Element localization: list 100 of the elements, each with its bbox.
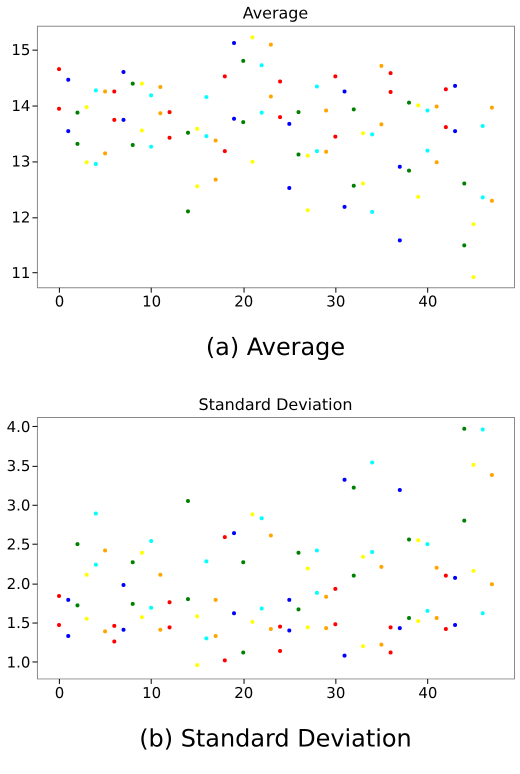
point	[75, 603, 80, 608]
point	[158, 85, 162, 90]
point	[232, 531, 236, 536]
point	[287, 122, 292, 126]
point	[416, 103, 420, 108]
point	[416, 194, 420, 199]
point	[168, 600, 172, 604]
point	[130, 82, 135, 86]
point	[140, 615, 144, 620]
point	[112, 640, 116, 644]
point	[352, 574, 356, 578]
point	[352, 486, 356, 490]
point	[333, 74, 338, 78]
point	[352, 107, 356, 112]
point	[434, 616, 439, 620]
point	[250, 35, 254, 40]
point	[333, 586, 338, 591]
point	[471, 568, 476, 573]
point	[168, 110, 172, 114]
point	[314, 548, 319, 552]
x-tick-label: 20	[234, 684, 254, 702]
point	[232, 611, 236, 616]
point	[268, 534, 273, 538]
point	[379, 122, 384, 126]
point	[222, 658, 227, 662]
point	[232, 116, 236, 121]
point	[444, 87, 448, 92]
point	[130, 560, 135, 564]
chart-title: Standard Deviation	[198, 394, 352, 414]
point	[57, 106, 62, 111]
point	[407, 100, 412, 105]
x-tick-label: 30	[326, 292, 346, 311]
y-tick-label: 14	[11, 96, 30, 115]
point	[149, 539, 154, 544]
y-tick-label: 1.5	[6, 614, 30, 632]
y-tick-label: 2.5	[6, 536, 30, 554]
point	[112, 118, 116, 122]
point	[222, 149, 227, 154]
point	[195, 663, 200, 668]
point	[195, 126, 200, 131]
point	[398, 488, 402, 492]
point	[388, 90, 393, 94]
point	[388, 625, 393, 630]
point	[222, 74, 227, 78]
point	[214, 178, 218, 182]
point	[84, 160, 89, 164]
point	[140, 128, 144, 133]
point	[462, 181, 466, 186]
point	[204, 636, 208, 640]
point	[453, 84, 458, 88]
point	[57, 623, 62, 628]
point	[186, 597, 190, 602]
point	[75, 542, 80, 546]
chart-title: Average	[242, 4, 308, 23]
point	[204, 95, 208, 100]
point	[75, 110, 80, 115]
y-tick-label: 15	[11, 41, 30, 60]
point	[94, 88, 98, 92]
x-tick-label: 0	[54, 292, 64, 311]
point	[158, 572, 162, 577]
point	[94, 562, 98, 567]
y-tick-label: 11	[11, 264, 30, 282]
point	[278, 624, 282, 629]
point	[471, 222, 476, 226]
point	[66, 598, 70, 602]
point	[94, 162, 98, 166]
point	[360, 554, 365, 559]
point	[453, 129, 458, 134]
point	[444, 574, 448, 578]
point	[168, 136, 172, 140]
x-tick-label: 40	[418, 684, 438, 702]
point	[342, 478, 347, 482]
point	[453, 576, 458, 580]
y-tick-label: 13	[11, 152, 30, 171]
point	[490, 473, 494, 478]
point	[480, 195, 485, 200]
point	[140, 550, 144, 555]
point	[260, 516, 264, 520]
point	[306, 154, 310, 158]
point	[103, 548, 108, 552]
point	[232, 40, 236, 45]
point	[462, 243, 466, 248]
point	[480, 611, 485, 616]
point	[103, 151, 108, 156]
point	[241, 120, 246, 124]
point	[480, 124, 485, 128]
point	[130, 143, 135, 148]
point	[158, 111, 162, 116]
point	[260, 606, 264, 611]
point	[407, 168, 412, 173]
point	[444, 626, 448, 631]
point	[379, 564, 384, 569]
point	[407, 616, 412, 620]
point	[490, 582, 494, 586]
x-tick-label: 20	[234, 292, 254, 311]
point	[398, 238, 402, 242]
point	[186, 130, 190, 135]
point	[250, 512, 254, 516]
point	[278, 648, 282, 653]
point	[324, 108, 328, 112]
